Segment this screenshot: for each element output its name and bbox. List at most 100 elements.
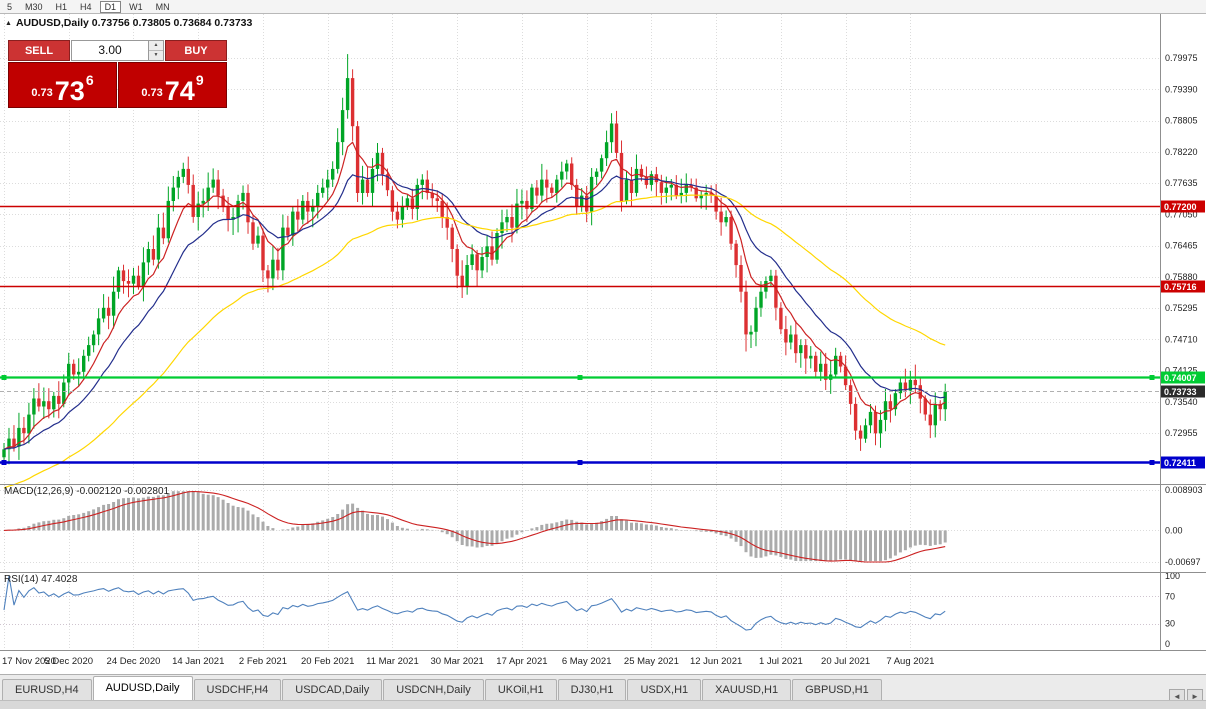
candle-down [938,403,942,410]
candle-down [425,179,429,193]
hline-handle[interactable] [577,375,583,380]
candle-down [266,270,270,279]
candle-down [126,281,131,284]
price-axis-label: 0.77050 [1165,209,1198,219]
candle-up [321,187,325,193]
volume-up-icon[interactable]: ▲ [149,41,163,51]
chart-tab-USDCAD,Daily[interactable]: USDCAD,Daily [282,679,383,700]
candle-up [863,425,868,439]
candle-up [485,246,489,257]
rsi-line [3,575,946,631]
chart-tab-EURUSD,H4[interactable]: EURUSD,H4 [2,679,92,700]
candle-up [799,345,803,354]
candle-down [659,182,664,193]
candle-up [171,187,175,201]
chart-tab-AUDUSD,Daily[interactable]: AUDUSD,Daily [92,676,193,700]
chart-title: ▲ AUDUSD,Daily 0.73756 0.73805 0.73684 0… [5,17,252,29]
candle-up [166,200,170,239]
axis-price-badge [1161,371,1205,384]
rsi-axis-label: 30 [1165,619,1175,629]
candle-down [475,254,479,271]
buy-price-display[interactable]: 0.73 74 9 [118,62,227,108]
candle-up [141,262,146,287]
candle-up [256,235,260,244]
candle-up [933,403,937,426]
hline-handle[interactable] [1,460,7,465]
candle-down [445,217,449,228]
axis-price-badge-text: 0.75716 [1164,282,1197,292]
timeframe-button-M30[interactable]: M30 [25,1,43,12]
candle-up [480,257,484,271]
chart-tab-UKOil,H1[interactable]: UKOil,H1 [484,679,557,700]
candle-down [450,227,454,249]
hline-handle[interactable] [1149,375,1155,380]
timeframe-button-W1[interactable]: W1 [129,1,143,12]
candle-up [769,275,773,281]
price-axis: 0.79975 0.79390 0.78805 0.78220 0.77635 0.770… [0,14,1206,650]
sell-button[interactable]: SELL [8,40,70,61]
candle-down [440,200,444,217]
candle-down [510,217,514,228]
sell-price-display[interactable]: 0.73 73 6 [8,62,117,108]
candle-down [729,217,733,244]
candle-up [893,393,898,410]
candle-up [17,427,21,447]
candle-up [156,227,161,260]
buy-button[interactable]: BUY [165,40,227,61]
candle-down [106,307,111,316]
candle-up [405,198,410,207]
volume-input[interactable]: 3.00 [98,43,122,57]
price-axis-label: 0.79975 [1165,53,1198,63]
timeframe-button-H4[interactable]: H4 [80,1,92,12]
buy-price-big: 74 [164,75,195,106]
candle-up [589,176,594,212]
hline-handle[interactable] [577,460,583,465]
candle-up [594,171,599,177]
candle-up [32,398,36,415]
axis-price-badge [1161,385,1205,398]
price-axis-label: 0.74710 [1165,334,1198,344]
chart-tab-USDCNH,Daily[interactable]: USDCNH,Daily [383,679,484,700]
chart-tab-USDCHF,H4[interactable]: USDCHF,H4 [193,679,282,700]
candle-down [739,265,743,292]
ma-mid-line [3,174,946,450]
candle-up [540,179,544,196]
rsi-axis-label: 0 [1165,639,1170,649]
candle-down [460,275,464,287]
price-axis-label: 0.77635 [1165,178,1198,188]
candle-down [784,329,788,343]
candle-up [520,200,524,204]
candle-down [545,179,549,188]
candle-up [754,307,758,332]
hline-handle[interactable] [1149,460,1155,465]
chart-tab-GBPUSD,H1[interactable]: GBPUSD,H1 [792,679,882,700]
chart-tab-XAUUSD,H1[interactable]: XAUUSD,H1 [702,679,792,700]
price-axis-label: 0.78805 [1165,116,1198,126]
date-label: 2 Feb 2021 [238,656,287,667]
candle-up [241,192,245,201]
chart-tab-DJ30,H1[interactable]: DJ30,H1 [557,679,627,700]
date-label: 30 Mar 2021 [430,656,484,667]
timeframe-button-D1[interactable]: D1 [99,0,122,13]
timeframe-button-MN[interactable]: MN [155,1,170,12]
candle-down [430,192,434,199]
candle-up [604,142,609,159]
date-label: 1 Jul 2021 [758,656,803,667]
axis-price-badge-text: 0.73733 [1164,387,1197,397]
candle-up [96,318,101,335]
candle-up [52,395,56,410]
date-label: 24 Dec 2020 [106,656,161,667]
ma-slow-line [3,194,946,489]
candle-up [789,334,793,343]
volume-down-icon[interactable]: ▼ [149,51,163,60]
candle-down [674,184,678,196]
hline-handle[interactable] [1,375,7,380]
timeframe-button-5[interactable]: 5 [7,1,13,12]
chart-tab-USDX,H1[interactable]: USDX,H1 [627,679,702,700]
candle-down [72,363,76,375]
candle-down [848,385,853,404]
timeframe-button-H1[interactable]: H1 [55,1,68,12]
candle-up [62,382,66,404]
candle-down [12,438,16,447]
candle-down [365,179,370,193]
